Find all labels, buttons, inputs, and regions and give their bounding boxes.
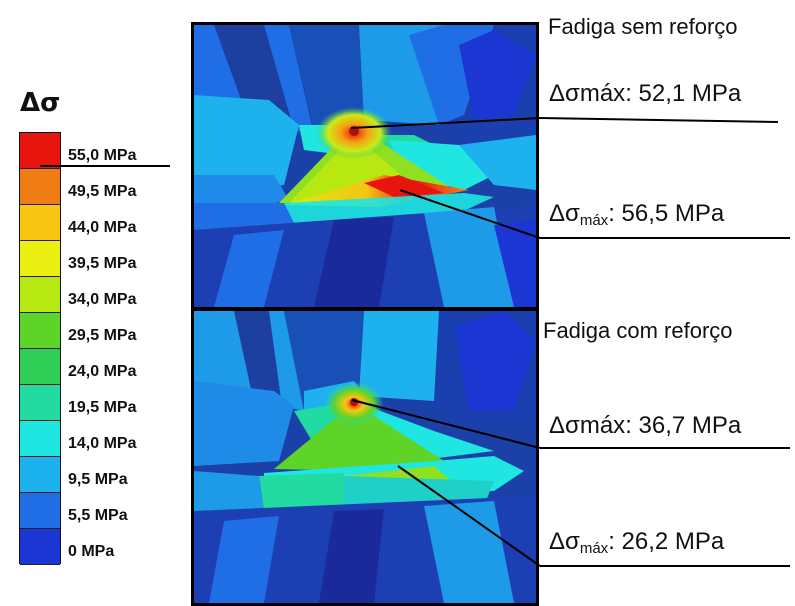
scale-tick-label: 19,5 MPa bbox=[68, 399, 137, 416]
annotation-value: 36,7 MPa bbox=[638, 412, 742, 439]
scale-tick-label: 39,5 MPa bbox=[68, 255, 137, 272]
annotation-symbol: Δσ bbox=[549, 200, 580, 227]
scale-tick-label: 0 MPa bbox=[68, 543, 115, 560]
annotation-sem-reforco-1: Δσmáx: 52,1 MPa bbox=[549, 80, 742, 107]
color-swatch bbox=[20, 169, 60, 205]
annotation-subscript: máx bbox=[579, 540, 609, 557]
case-title-com-reforco: Fadiga com reforço bbox=[543, 318, 733, 343]
color-scale-bar bbox=[19, 132, 61, 565]
legend-pointer-line bbox=[40, 165, 170, 167]
scale-tick-label: 34,0 MPa bbox=[68, 291, 137, 308]
leader-line bbox=[399, 189, 541, 239]
case-title-sem-reforco: Fadiga sem reforço bbox=[548, 14, 738, 39]
color-swatch bbox=[20, 241, 60, 277]
color-swatch bbox=[20, 205, 60, 241]
leader-line bbox=[351, 399, 541, 449]
color-swatch bbox=[20, 313, 60, 349]
annotation-subscript: máx bbox=[579, 212, 609, 229]
scale-tick-label: 9,5 MPa bbox=[68, 471, 128, 488]
annotation-com-reforco-1: Δσmáx: 36,7 MPa bbox=[549, 412, 742, 439]
annotation-com-reforco-2: Δσmáx: 26,2 MPa bbox=[549, 528, 725, 557]
leader-line bbox=[539, 117, 779, 123]
annotation-value: 26,2 MPa bbox=[621, 528, 725, 555]
color-swatch bbox=[20, 385, 60, 421]
annotation-value: 52,1 MPa bbox=[638, 80, 742, 107]
leader-line bbox=[397, 465, 541, 567]
fe-render-com-reforco bbox=[191, 308, 539, 606]
annotation-symbol: Δσ bbox=[549, 528, 580, 555]
scale-tick-label: 24,0 MPa bbox=[68, 363, 137, 380]
color-swatch bbox=[20, 457, 60, 493]
legend-title: Δσ bbox=[20, 88, 61, 118]
fe-render-sem-reforco bbox=[191, 22, 539, 310]
scale-tick-label: 14,0 MPa bbox=[68, 435, 137, 452]
leader-line bbox=[350, 117, 541, 129]
annotation-value: 56,5 MPa bbox=[621, 200, 725, 227]
color-swatch bbox=[20, 421, 60, 457]
annotation-symbol: Δσmáx bbox=[549, 412, 626, 439]
scale-tick-label: 44,0 MPa bbox=[68, 219, 137, 236]
annotation-symbol: Δσmáx bbox=[549, 80, 626, 107]
scale-tick-label: 5,5 MPa bbox=[68, 507, 128, 524]
scale-tick-label: 29,5 MPa bbox=[68, 327, 137, 344]
color-swatch bbox=[20, 349, 60, 385]
color-swatch bbox=[20, 277, 60, 313]
color-swatch bbox=[20, 493, 60, 529]
annotation-sem-reforco-2: Δσmáx: 56,5 MPa bbox=[549, 200, 725, 229]
scale-tick-label: 49,5 MPa bbox=[68, 183, 137, 200]
color-swatch bbox=[20, 133, 60, 169]
scale-tick-label: 55,0 MPa bbox=[68, 147, 137, 164]
color-swatch bbox=[20, 529, 60, 565]
